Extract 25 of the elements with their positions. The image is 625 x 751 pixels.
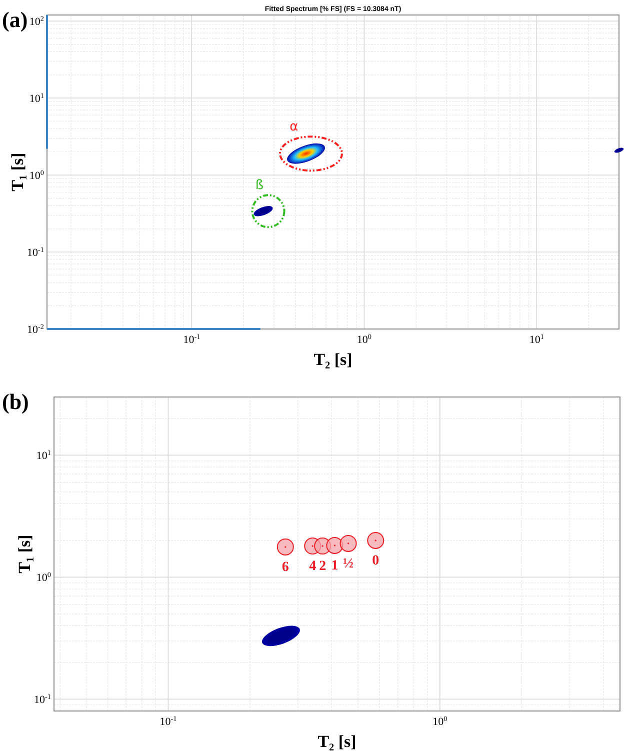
annotation: 4 (309, 559, 316, 574)
annotation: ß (255, 178, 264, 194)
text: (b) (2, 389, 29, 414)
y-tick-label: 10$^{2}$ (29, 15, 44, 28)
x-axis-title: T₂ [s] (314, 350, 352, 369)
y-tick-label: 10$^{0}$ (29, 169, 44, 182)
x-tick-label: 10$^{1}$ (529, 333, 544, 346)
y-tick-label: 10$^{-1}$ (34, 693, 52, 706)
annotation: 6 (282, 560, 289, 575)
y-tick-label: 10$^{1}$ (36, 449, 52, 462)
annotation: ½ (343, 556, 354, 572)
y-tick-label: 10$^{0}$ (36, 571, 52, 584)
y-tick-label: 10$^{1}$ (29, 92, 44, 106)
annotation: 0 (372, 553, 380, 568)
x-tick-label: 10$^{-1}$ (183, 333, 201, 346)
y-axis-title: T₁ [s] (8, 152, 27, 192)
y-tick-label: 10$^{-2}$ (27, 323, 44, 336)
y-axis-title: T₁ [s] (15, 534, 34, 574)
x-axis-title: T₂ [s] (318, 732, 356, 751)
annotation: 2 (319, 559, 326, 574)
annotation: α (290, 120, 298, 135)
annotation: 1 (331, 558, 338, 574)
y-tick-label: 10$^{-1}$ (27, 246, 44, 260)
text: (a) (2, 7, 28, 32)
x-tick-label: 10$^{0}$ (356, 333, 372, 346)
